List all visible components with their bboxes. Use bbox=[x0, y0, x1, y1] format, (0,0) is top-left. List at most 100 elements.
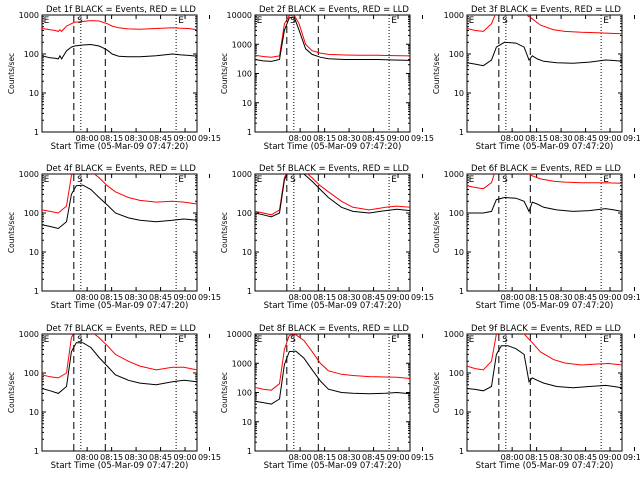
x-tick-label: 08:15 bbox=[100, 134, 123, 143]
y-tick-label: 100 bbox=[237, 209, 252, 218]
segment-marker-s: S bbox=[290, 175, 296, 185]
series-group bbox=[42, 20, 197, 60]
x-tick-label: 09:00 bbox=[174, 453, 197, 462]
segment-marker-e: E bbox=[603, 175, 609, 185]
series-group bbox=[255, 15, 410, 62]
x-tick-label: 08:15 bbox=[313, 134, 336, 143]
y-tick-label: 1000 bbox=[19, 170, 39, 179]
y-axis-label: Counts/sec bbox=[220, 53, 229, 94]
segment-marker-e: E bbox=[469, 175, 475, 185]
series-line-lld bbox=[467, 345, 622, 392]
x-tick-label: 09:00 bbox=[599, 134, 622, 143]
x-tick-label: 09:00 bbox=[174, 293, 197, 302]
y-tick-label: 10000 bbox=[227, 11, 252, 20]
x-tick-label: 08:00 bbox=[289, 453, 312, 462]
panel-title: Det 6f BLACK = Events, RED = LLD bbox=[471, 164, 621, 174]
y-axis-label: Counts/sec bbox=[432, 212, 441, 253]
detector-panel: Det 5f BLACK = Events, RED = LLD 1 10 100 10… bbox=[220, 164, 434, 311]
x-tick-label: 09:00 bbox=[387, 293, 410, 302]
x-tick-label: 08:45 bbox=[149, 134, 172, 143]
x-tick-label: 08:45 bbox=[362, 293, 385, 302]
series-group bbox=[255, 334, 410, 405]
y-tick-label: 1 bbox=[34, 447, 39, 456]
series-line-events bbox=[42, 20, 197, 33]
x-tick-label: 09:15 bbox=[198, 134, 221, 143]
y-tick-label: 100 bbox=[449, 369, 464, 378]
y-tick-label: 1 bbox=[247, 447, 252, 456]
segment-marker-e: E bbox=[391, 335, 397, 345]
x-tick-label: 08:45 bbox=[362, 134, 385, 143]
y-tick-label: 10 bbox=[29, 89, 39, 98]
y-tick-label: 1000 bbox=[232, 359, 252, 368]
y-tick-label: 1000 bbox=[444, 11, 464, 20]
series-group bbox=[42, 334, 197, 394]
x-tick-label: 08:30 bbox=[338, 453, 361, 462]
x-tick-label: 08:30 bbox=[125, 293, 148, 302]
segment-marker-s: S bbox=[290, 16, 296, 26]
y-tick-label: 100 bbox=[237, 70, 252, 79]
segment-marker-e: E bbox=[603, 335, 609, 345]
x-axis-label: Start Time (05-Mar-09 07:47:20) bbox=[264, 461, 402, 471]
y-tick-label: 1000 bbox=[232, 170, 252, 179]
detector-panel: Det 2f BLACK = Events, RED = LLD 1 10 100 10… bbox=[220, 5, 434, 152]
x-tick-label: 08:00 bbox=[76, 293, 99, 302]
segment-marker-e: E bbox=[178, 335, 184, 345]
panel-title: Det 5f BLACK = Events, RED = LLD bbox=[259, 164, 409, 174]
panel-title: Det 3f BLACK = Events, RED = LLD bbox=[471, 5, 621, 15]
x-tick-label: 09:15 bbox=[623, 453, 640, 462]
x-axis-label: Start Time (05-Mar-09 07:47:20) bbox=[51, 301, 189, 311]
x-axis-label: Start Time (05-Mar-09 07:47:20) bbox=[476, 142, 614, 152]
x-tick-label: 08:30 bbox=[550, 134, 573, 143]
segment-marker-e: E bbox=[257, 175, 263, 185]
series-line-events bbox=[467, 15, 622, 35]
detector-panel: Det 3f BLACK = Events, RED = LLD 1 10 100 10… bbox=[432, 5, 640, 152]
series-line-lld bbox=[255, 174, 410, 218]
x-tick-label: 08:15 bbox=[313, 453, 336, 462]
plot-frame bbox=[466, 333, 623, 452]
segment-marker-e: E bbox=[44, 335, 50, 345]
plot-frame bbox=[41, 333, 198, 452]
segment-marker-s: S bbox=[502, 335, 508, 345]
x-tick-label: 08:45 bbox=[574, 134, 597, 143]
x-tick-label: 08:00 bbox=[76, 134, 99, 143]
series-group bbox=[467, 15, 622, 67]
x-tick-label: 09:15 bbox=[411, 293, 434, 302]
y-tick-label: 10 bbox=[242, 99, 252, 108]
series-group bbox=[467, 174, 622, 214]
x-axis-label: Start Time (05-Mar-09 07:47:20) bbox=[476, 301, 614, 311]
segment-marker-s: S bbox=[77, 175, 83, 185]
y-tick-label: 1000 bbox=[444, 170, 464, 179]
x-tick-label: 08:00 bbox=[501, 453, 524, 462]
y-tick-label: 100 bbox=[449, 50, 464, 59]
segment-marker-e: E bbox=[391, 16, 397, 26]
y-tick-label: 1 bbox=[247, 128, 252, 137]
x-tick-label: 09:15 bbox=[198, 293, 221, 302]
y-axis-label: Counts/sec bbox=[7, 212, 16, 253]
y-axis-label: Counts/sec bbox=[7, 53, 16, 94]
y-tick-label: 100 bbox=[24, 50, 39, 59]
y-axis-label: Counts/sec bbox=[432, 53, 441, 94]
x-tick-label: 08:30 bbox=[550, 453, 573, 462]
x-tick-label: 08:30 bbox=[338, 293, 361, 302]
detector-panel: Det 1f BLACK = Events, RED = LLD 1 10 100 10… bbox=[7, 5, 221, 152]
series-line-events bbox=[467, 334, 622, 371]
x-tick-label: 09:15 bbox=[623, 293, 640, 302]
y-tick-label: 1000 bbox=[444, 330, 464, 339]
segment-marker-e: E bbox=[469, 335, 475, 345]
x-tick-label: 08:15 bbox=[525, 134, 548, 143]
y-tick-label: 1000 bbox=[19, 11, 39, 20]
series-line-lld bbox=[467, 196, 622, 214]
x-tick-label: 09:15 bbox=[623, 134, 640, 143]
y-tick-label: 10 bbox=[29, 408, 39, 417]
y-axis-label: Counts/sec bbox=[432, 372, 441, 413]
y-tick-label: 1 bbox=[34, 128, 39, 137]
x-tick-label: 08:45 bbox=[574, 293, 597, 302]
series-group bbox=[467, 334, 622, 392]
segment-marker-e: E bbox=[44, 16, 50, 26]
segment-marker-e: E bbox=[257, 335, 263, 345]
y-tick-label: 10 bbox=[29, 248, 39, 257]
x-axis-label: Start Time (05-Mar-09 07:47:20) bbox=[476, 461, 614, 471]
panel-title: Det 2f BLACK = Events, RED = LLD bbox=[259, 5, 409, 15]
plot-frame bbox=[41, 173, 198, 292]
y-tick-label: 100 bbox=[24, 369, 39, 378]
